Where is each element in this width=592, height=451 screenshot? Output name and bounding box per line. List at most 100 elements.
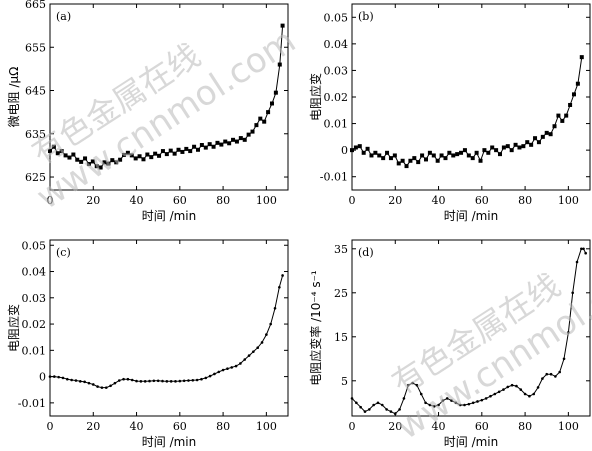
chart-2-data-point (78, 380, 82, 383)
chart-1-y-tick-label: 0.03 (324, 64, 349, 77)
chart-3-data-point (368, 408, 371, 411)
chart-3-data-point (454, 401, 458, 405)
chart-1-data-point (385, 150, 390, 155)
chart-3-y-axis-title: 电阻应变率 /10⁻⁴ s⁻¹ (308, 270, 323, 386)
chart-0-plot-frame (49, 3, 289, 191)
chart-2-data-point (187, 379, 190, 382)
chart-1-data-point (416, 160, 421, 165)
chart-0-data-point (106, 161, 111, 166)
chart-3-x-tick-label: 80 (518, 420, 532, 433)
chart-1-data-point (536, 140, 541, 145)
chart-1-data-point (462, 148, 467, 153)
chart-1-data-point (470, 156, 475, 161)
chart-3-data-point (389, 410, 393, 413)
chart-3-data-point (467, 402, 471, 406)
chart-1-data-point (575, 81, 580, 86)
chart-0-y-tick-label: 635 (25, 128, 46, 141)
chart-2-data-point (243, 358, 247, 361)
chart-3-data-point (493, 392, 497, 396)
chart-0-data-point (86, 162, 91, 167)
chart-2-data-point (91, 383, 95, 386)
chart-0-data-point (141, 157, 146, 162)
chart-1-data-point (548, 132, 553, 137)
chart-1-data-point (497, 152, 502, 157)
chart-0-data-point (250, 129, 255, 134)
chart-1-panel-label: (b) (358, 10, 374, 23)
chart-1-data-point (525, 140, 530, 145)
chart-3-data-point (510, 383, 514, 387)
chart-0-data-point (199, 143, 204, 148)
chart-1-y-axis-title: 电阻应变 (308, 73, 323, 121)
chart-2-data-point (278, 285, 281, 289)
chart-3-data-point (406, 383, 410, 387)
chart-2-data-point (247, 354, 251, 357)
chart-0-data-point (79, 159, 84, 164)
chart-0-data-point (110, 158, 115, 163)
chart-3-data-point (411, 381, 414, 385)
chart-1-data-point (466, 153, 471, 158)
chart-2-data-point (74, 379, 78, 382)
chart-1-data-point (451, 153, 456, 158)
chart-2-data-point (53, 375, 56, 378)
chart-1-y-tick-label: 0.04 (324, 38, 349, 51)
chart-1-data-point (435, 158, 440, 163)
chart-0-panel-label: (a) (56, 10, 71, 23)
chart-0-data-point (192, 144, 197, 149)
chart-0-x-axis-title: 时间 /min (142, 209, 197, 223)
chart-3-data-point (567, 331, 570, 334)
chart-1-data-point (501, 145, 506, 150)
chart-panel-a: 0 20 40 60 80 100 625 635 645 655 665 (a) 时间 /min 微电阻… (7, 0, 289, 223)
chart-3-data-point (554, 375, 557, 378)
chart-1-data-point (381, 156, 386, 161)
chart-3-data-point (502, 388, 505, 391)
chart-2-data-point (208, 374, 212, 378)
chart-1-data-point (455, 152, 460, 157)
chart-0-data-point (238, 136, 243, 141)
chart-1-x-tick-label: 80 (518, 194, 532, 207)
chart-1-data-point (408, 158, 413, 163)
chart-1-data-point (513, 142, 518, 147)
chart-1-y-tick-label: 0.01 (324, 118, 349, 131)
chart-2-data-point (66, 377, 69, 381)
chart-1-data-point (459, 150, 464, 155)
chart-2-data-point (281, 274, 284, 277)
chart-0-data-point (153, 151, 158, 156)
chart-0-data-point (98, 165, 103, 170)
chart-0-data-point (195, 147, 200, 152)
chart-0-data-point (234, 139, 239, 144)
chart-3-data-point (584, 251, 587, 255)
chart-0-data-point (137, 154, 142, 159)
chart-0-data-point (168, 148, 173, 153)
chart-0-y-tick-label: 655 (25, 41, 46, 54)
chart-1-data-point (579, 55, 584, 60)
chart-3-data-point (571, 291, 574, 295)
chart-1-data-point (571, 92, 576, 97)
chart-0-data-point (114, 160, 119, 165)
chart-0-data-point (94, 164, 99, 169)
chart-2-data-point (221, 368, 225, 372)
chart-3-data-point (355, 401, 358, 405)
chart-1-data-point (377, 153, 382, 158)
chart-1-data-point (431, 153, 436, 158)
chart-1-data-point (350, 148, 354, 153)
chart-0-data-point (280, 23, 285, 28)
chart-3-data-point (515, 384, 518, 388)
chart-2-data-point (130, 378, 134, 382)
chart-0-x-tick-label: 0 (47, 194, 54, 207)
chart-2-data-point (252, 350, 255, 353)
chart-1-data-point (517, 145, 522, 150)
chart-2-x-tick-label: 0 (47, 420, 54, 433)
chart-panel-c: 0 20 40 60 80 100-0.0100.010.020.030.040.05(c… (6, 239, 289, 449)
chart-1-data-point (361, 150, 366, 155)
chart-1-y-tick-label: 0 (341, 144, 348, 157)
chart-0-data-point (211, 144, 216, 149)
chart-2-data-point (230, 366, 234, 369)
chart-2-y-tick-label: 0.05 (22, 239, 47, 252)
chart-0-data-point (55, 151, 60, 156)
chart-2-data-point (70, 378, 73, 382)
chart-3-data-point (558, 370, 562, 374)
chart-2-data-point (273, 306, 277, 310)
chart-2-data-point (148, 379, 151, 383)
chart-2-data-point (156, 379, 160, 383)
chart-2-y-axis-title: 电阻应变 (6, 304, 21, 352)
